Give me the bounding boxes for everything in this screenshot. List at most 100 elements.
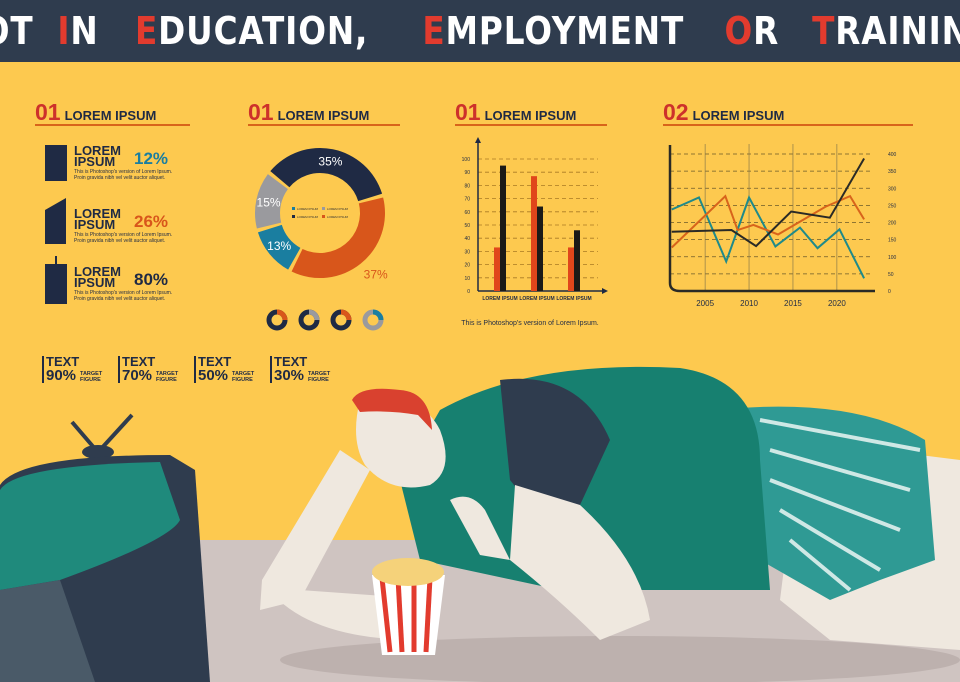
stat-percent: 90%: [46, 367, 77, 384]
stat-label: TARGET FIGURE: [308, 371, 331, 383]
y-tick-label: 100: [888, 255, 897, 261]
legend-label: LOREM IPSUM: [327, 215, 349, 219]
arrow-icon: [475, 137, 481, 143]
tv-antenna: [70, 420, 98, 452]
mini-donut-icon: [372, 309, 384, 321]
stat-text: TEXT: [46, 354, 80, 369]
legend-label: LOREM IPSUM: [297, 215, 319, 219]
stat-label: TARGET FIGURE: [156, 371, 179, 383]
mini-donut-icon: [308, 309, 320, 321]
bar: [537, 206, 543, 291]
donut-slice: [291, 197, 385, 278]
donut-label: 37%: [364, 267, 388, 281]
tv-antenna: [98, 413, 134, 452]
stat-label: TARGET FIGURE: [80, 371, 103, 383]
title-word: EDUCATION,: [134, 9, 369, 53]
line-series: [671, 194, 865, 249]
y-tick-label: 400: [888, 152, 897, 158]
building-name: LOREM IPSUM: [74, 264, 121, 290]
stat-percent: 70%: [122, 367, 153, 384]
donut-slice: [255, 174, 288, 229]
sleeve: [500, 378, 610, 510]
y-tick-label: 250: [888, 203, 897, 209]
y-tick-label: 80: [464, 183, 470, 189]
bar: [500, 165, 506, 291]
title-word: OR: [724, 9, 779, 53]
y-tick-label: 200: [888, 221, 897, 227]
tv-screen-side: [0, 462, 180, 590]
y-tick-label: 30: [464, 249, 470, 255]
y-tick-label: 60: [464, 210, 470, 216]
y-tick-label: 10: [464, 276, 470, 282]
donut-slice: [257, 224, 301, 270]
shorts-stripes: [759, 418, 921, 592]
building-description: This is Photoshop's version of Lorem Ips…: [74, 232, 173, 244]
arrow-icon: [602, 288, 608, 294]
skyscraper-icon: [45, 198, 66, 244]
building-percent: 26%: [134, 212, 169, 231]
line-series: [671, 195, 865, 279]
title-word: IN: [57, 9, 99, 53]
section-header: 02 LOREM IPSUM: [663, 98, 913, 126]
hair: [352, 388, 432, 430]
y-tick-label: 70: [464, 197, 470, 203]
popcorn-stripes: [379, 577, 433, 653]
legend-label: LOREM IPSUM: [297, 207, 319, 211]
axes: [668, 145, 875, 293]
legend-swatch: [292, 207, 295, 210]
stat-text: TEXT: [274, 354, 308, 369]
y-tick-label: 50: [888, 272, 894, 278]
x-tick-label: 2005: [696, 299, 714, 308]
y-tick-label: 300: [888, 186, 897, 192]
target-stat: TEXT 90% TARGET FIGURE: [42, 354, 102, 384]
donut-label: 35%: [318, 155, 342, 169]
bar-chart-caption: This is Photoshop's version of Lorem Ips…: [461, 320, 599, 327]
x-tick-label: LOREM IPSUM: [482, 296, 517, 302]
tv-front: [0, 580, 95, 682]
y-tick-label: 150: [888, 238, 897, 244]
mini-donut-icon: [276, 309, 288, 321]
line-chart: 0 50 100 150 200 250 300 350 400 2005 2010 2015 2020: [668, 144, 897, 308]
building-description: This is Photoshop's version of Lorem Ips…: [74, 169, 173, 181]
bar: [568, 247, 574, 291]
tv-antenna-base: [82, 445, 114, 459]
stat-percent: 30%: [274, 367, 305, 384]
y-tick-label: 0: [467, 289, 470, 295]
x-tick-label: 2015: [784, 299, 802, 308]
target-stat: TEXT 50% TARGET FIGURE: [194, 355, 254, 384]
y-tick-label: 0: [888, 289, 891, 295]
donut-slice: [270, 148, 383, 202]
y-tick-label: 50: [464, 223, 470, 229]
donut-label: 15%: [257, 196, 281, 210]
building-description: This is Photoshop's version of Lorem Ips…: [74, 290, 173, 302]
legend-swatch: [322, 207, 325, 210]
office-building-icon: [45, 145, 67, 181]
donut-chart: 35% 37% 13% 15% LOREM IPSUM LOREM IPSUM LOREM …: [255, 148, 388, 331]
arm: [510, 485, 650, 640]
legend-label: LOREM IPSUM: [327, 207, 349, 211]
tower-building-icon: [45, 256, 67, 304]
building-percent: 80%: [134, 270, 169, 289]
title-word: NOT: [0, 9, 34, 53]
stat-percent: 50%: [198, 367, 229, 384]
x-tick-label: 2010: [740, 299, 758, 308]
legend-swatch: [322, 215, 325, 218]
shadow: [280, 636, 960, 682]
popcorn: [372, 558, 444, 586]
target-stat: TEXT 70% TARGET FIGURE: [118, 354, 178, 384]
section-header: 01 LOREM IPSUM: [455, 98, 607, 126]
title-bar: NOT IN EDUCATION, EMPLOYMENT OR TRAINING: [0, 0, 960, 62]
bar: [574, 230, 580, 291]
y-tick-label: 90: [464, 170, 470, 176]
stat-label: TARGET FIGURE: [232, 371, 255, 383]
stat-text: TEXT: [122, 354, 156, 369]
bar: [531, 176, 537, 291]
y-tick-label: 350: [888, 169, 897, 175]
building-percent: 12%: [134, 149, 169, 168]
building-name: LOREM IPSUM: [74, 143, 121, 169]
y-tick-label: 40: [464, 236, 470, 242]
target-stat: TEXT 30% TARGET FIGURE: [270, 354, 330, 384]
bar: [494, 247, 500, 291]
